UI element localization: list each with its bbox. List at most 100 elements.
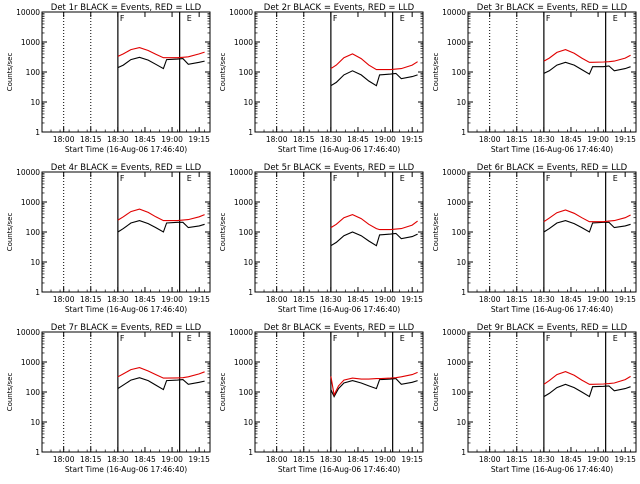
panel-6: Det 6r BLACK = Events, RED = LLD 1 10 100 10… [432, 163, 637, 314]
x-tick-label: 18:45 [134, 455, 156, 464]
y-tick-label: 100 [452, 228, 467, 237]
y-tick-label: 1 [248, 448, 253, 457]
y-tick-label: 1 [35, 128, 40, 137]
panel-3: Det 3r BLACK = Events, RED = LLD 1 10 100 10… [432, 3, 637, 154]
y-tick-label: 100 [452, 388, 467, 397]
x-tick-label: 18:00 [479, 455, 501, 464]
y-tick-label: 1000 [21, 358, 40, 367]
y-tick-label: 1000 [234, 358, 253, 367]
events-series-line [543, 220, 631, 233]
y-tick-label: 10000 [442, 168, 466, 177]
x-tick-label: 18:00 [53, 455, 75, 464]
events-series-line [543, 383, 631, 398]
plot-frame [41, 331, 211, 453]
x-tick-label: 19:00 [161, 455, 183, 464]
x-tick-label: 19:00 [161, 295, 183, 304]
y-tick-label: 10 [243, 258, 253, 267]
marker-annotation: F [333, 174, 338, 183]
lld-series-line [543, 209, 631, 223]
marker-annotation: F [120, 334, 125, 343]
panel-title: Det 4r BLACK = Events, RED = LLD [51, 163, 202, 173]
panel-9: Det 9r BLACK = Events, RED = LLD 1 10 100 10… [432, 323, 637, 474]
x-tick-label: 19:15 [614, 455, 636, 464]
panel-8: Det 8r BLACK = Events, RED = LLD 1 10 100 10… [219, 323, 424, 474]
y-tick-label: 1000 [447, 198, 466, 207]
x-tick-label: 19:15 [401, 295, 423, 304]
y-axis-label: Counts/sec [432, 213, 440, 252]
y-axis-label: Counts/sec [219, 53, 227, 92]
x-tick-label: 18:15 [293, 455, 315, 464]
panel-title: Det 9r BLACK = Events, RED = LLD [477, 323, 628, 333]
marker-annotation: E [187, 174, 192, 183]
marker-annotation: E [613, 174, 618, 183]
y-tick-label: 1 [248, 288, 253, 297]
events-series-line [330, 378, 418, 398]
y-tick-label: 10000 [229, 328, 253, 337]
marker-annotation: F [546, 174, 551, 183]
y-tick-label: 10 [243, 98, 253, 107]
x-tick-label: 18:45 [134, 135, 156, 144]
x-tick-label: 18:45 [560, 295, 582, 304]
y-tick-label: 1 [35, 288, 40, 297]
x-tick-label: 18:00 [266, 295, 288, 304]
x-tick-label: 19:00 [587, 295, 609, 304]
plot-frame [254, 171, 424, 293]
x-tick-label: 18:30 [533, 135, 555, 144]
lld-series-line [330, 371, 418, 397]
y-tick-label: 10 [456, 258, 466, 267]
x-tick-label: 19:00 [374, 455, 396, 464]
y-tick-label: 100 [452, 68, 467, 77]
x-tick-label: 18:00 [266, 135, 288, 144]
panel-title: Det 6r BLACK = Events, RED = LLD [477, 163, 628, 173]
x-axis-label: Start Time (16-Aug-06 17:46:40) [491, 145, 613, 154]
marker-annotation: F [120, 174, 125, 183]
lld-series-line [117, 367, 205, 379]
y-tick-label: 1 [461, 448, 466, 457]
lld-series-line [117, 208, 205, 222]
marker-annotation: E [400, 334, 405, 343]
y-tick-label: 100 [239, 388, 254, 397]
marker-annotation: F [546, 334, 551, 343]
x-tick-label: 19:15 [401, 455, 423, 464]
x-tick-label: 18:15 [506, 135, 528, 144]
y-tick-label: 1 [248, 128, 253, 137]
panel-title: Det 1r BLACK = Events, RED = LLD [51, 3, 202, 13]
x-tick-label: 19:00 [374, 295, 396, 304]
y-tick-label: 100 [26, 68, 41, 77]
plot-frame [41, 11, 211, 133]
x-tick-label: 18:15 [506, 295, 528, 304]
y-tick-label: 10 [30, 258, 40, 267]
events-series-line [543, 61, 631, 75]
panel-2: Det 2r BLACK = Events, RED = LLD 1 10 100 10… [219, 3, 424, 154]
x-tick-label: 18:30 [107, 135, 129, 144]
panel-1: Det 1r BLACK = Events, RED = LLD 1 10 100 10… [6, 3, 211, 154]
x-tick-label: 19:00 [161, 135, 183, 144]
marker-annotation: E [613, 14, 618, 23]
panel-title: Det 8r BLACK = Events, RED = LLD [264, 323, 415, 333]
panel-5: Det 5r BLACK = Events, RED = LLD 1 10 100 10… [219, 163, 424, 314]
y-tick-label: 100 [239, 68, 254, 77]
marker-annotation: E [187, 14, 192, 23]
marker-annotation: F [120, 14, 125, 23]
x-axis-label: Start Time (16-Aug-06 17:46:40) [278, 145, 400, 154]
panel-title: Det 3r BLACK = Events, RED = LLD [477, 3, 628, 13]
panel-7: Det 7r BLACK = Events, RED = LLD 1 10 100 10… [6, 323, 211, 474]
marker-annotation: F [546, 14, 551, 23]
y-tick-label: 10000 [16, 168, 40, 177]
y-axis-label: Counts/sec [219, 213, 227, 252]
y-tick-label: 10 [456, 418, 466, 427]
y-tick-label: 1000 [234, 38, 253, 47]
plot-frame [254, 11, 424, 133]
events-series-line [117, 220, 205, 233]
x-tick-label: 18:30 [320, 135, 342, 144]
y-axis-label: Counts/sec [6, 213, 14, 252]
x-tick-label: 18:15 [506, 455, 528, 464]
x-tick-label: 19:00 [374, 135, 396, 144]
x-tick-label: 18:15 [80, 135, 102, 144]
lld-series-line [330, 214, 418, 231]
lld-series-line [543, 371, 631, 385]
marker-annotation: F [333, 14, 338, 23]
lld-series-line [543, 49, 631, 63]
y-tick-label: 10000 [442, 328, 466, 337]
